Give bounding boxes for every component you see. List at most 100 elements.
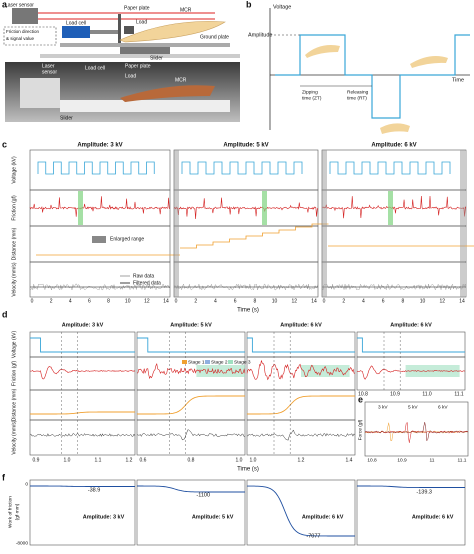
gray-band xyxy=(460,150,465,297)
value-label: -7077 xyxy=(306,533,320,539)
label: Laser sensor xyxy=(5,2,34,8)
value-label: -1100 xyxy=(196,492,210,498)
label: Slider xyxy=(150,55,163,61)
plot-frame xyxy=(321,261,467,298)
label: Load xyxy=(125,73,136,79)
x-tick-label: 4 xyxy=(362,298,365,304)
voltage-trace xyxy=(30,337,135,353)
panel-label: e xyxy=(358,394,363,404)
x-tick-label: 0 xyxy=(31,298,34,304)
plot-frame xyxy=(246,331,356,358)
x-tick-label: 10 xyxy=(125,298,131,304)
plot-frame xyxy=(29,261,171,298)
plot-frame xyxy=(321,225,467,263)
voltage-trace xyxy=(181,161,303,175)
base xyxy=(40,54,240,58)
friction-trace xyxy=(356,365,466,380)
plot-frame xyxy=(136,479,246,546)
voltage-trace xyxy=(37,161,155,175)
panel-title: Amplitude: 3 kV xyxy=(77,143,122,149)
label: Ground plate xyxy=(200,34,229,40)
label: Filtered data xyxy=(133,280,161,286)
label: Load cell xyxy=(66,20,86,26)
value-label: -38.9 xyxy=(88,487,101,493)
x-tick-label: 12 xyxy=(144,298,150,304)
y-label: Work of friction xyxy=(7,496,13,528)
label: MCR xyxy=(180,7,192,13)
plot-frame xyxy=(356,331,466,358)
x-tick-label: 2 xyxy=(194,298,197,304)
x-tick-label: 6 xyxy=(234,298,237,304)
label: Laser xyxy=(42,63,55,69)
panel-label: c xyxy=(2,139,7,149)
x-tick-label: 0 xyxy=(323,298,326,304)
legend-swatch xyxy=(228,360,233,364)
label: 3 kV xyxy=(378,404,388,410)
plot-frame xyxy=(364,401,469,457)
highlight xyxy=(388,191,393,225)
x-tick-label: 1.2 xyxy=(126,457,133,463)
mcr-icon xyxy=(410,56,448,68)
schematic xyxy=(3,8,240,122)
label: Load cell xyxy=(85,65,105,71)
x-label: Time (s) xyxy=(237,467,259,473)
label: time (RT) xyxy=(347,95,367,101)
x-tick-label: 10.9 xyxy=(390,391,400,397)
velocity-trace xyxy=(29,433,136,438)
friction-trace xyxy=(29,365,136,380)
x-tick-label: 0.8 xyxy=(188,457,195,463)
slider-block xyxy=(120,47,170,54)
x-tick-label: 10 xyxy=(272,298,278,304)
x-tick-label: 10.8 xyxy=(367,457,377,463)
y-label: Velocity (mm/s) xyxy=(11,262,17,297)
gray-band xyxy=(174,150,179,297)
photo-sensor xyxy=(20,78,60,108)
y-label: Force (gf) xyxy=(357,419,363,440)
x-tick-label: 8 xyxy=(107,298,110,304)
y-label: Velocity (mm/s) xyxy=(11,420,17,455)
legend-swatch xyxy=(182,360,187,364)
mcr-icon xyxy=(305,45,340,58)
plot-frame xyxy=(356,356,466,391)
panel-b-drawing xyxy=(269,8,470,134)
x-tick-label: 14 xyxy=(459,298,465,304)
panel-label: d xyxy=(2,309,8,319)
x-tick-label: 8 xyxy=(253,298,256,304)
x-tick-label: 11.1 xyxy=(458,457,467,463)
panel-title: Amplitude: 3 kV xyxy=(83,514,125,520)
label: Stage 3 xyxy=(234,359,251,365)
x-tick-label: 2 xyxy=(342,298,345,304)
panel-title: Amplitude: 5 kV xyxy=(192,514,234,520)
label: MCR xyxy=(175,77,187,83)
plot-frame xyxy=(29,225,171,263)
load-cell xyxy=(62,26,90,38)
label: time (ZT) xyxy=(302,95,322,101)
friction-trace xyxy=(29,196,171,217)
panel-title: Amplitude: 6 kV xyxy=(302,514,344,520)
plot-frame xyxy=(246,389,356,421)
y-label: (gf·mm) xyxy=(14,503,20,520)
x-tick-label: 14 xyxy=(311,298,317,304)
plot-frame xyxy=(246,419,356,456)
friction-trace xyxy=(321,196,467,219)
voltage-trace xyxy=(137,337,245,353)
photo-mcr xyxy=(120,85,215,102)
label: Load xyxy=(136,19,147,25)
label: Enlarged range xyxy=(110,236,144,242)
x-tick-label: 1.1 xyxy=(95,457,102,463)
x-tick-label: 14 xyxy=(163,298,169,304)
y-label: Friction (gf) xyxy=(11,361,17,387)
x-tick-label: 11.0 xyxy=(422,391,432,397)
photo-rail xyxy=(60,100,230,112)
label: Releasing xyxy=(347,89,369,95)
y-label: Voltage (kV) xyxy=(11,156,17,184)
label: Raw data xyxy=(133,273,154,279)
panel-title: Amplitude: 5 kV xyxy=(170,322,212,328)
gray-band xyxy=(322,150,327,297)
velocity-raw xyxy=(29,283,171,291)
x-tick-label: 11.1 xyxy=(454,391,464,397)
panel-title: Amplitude: 3 kV xyxy=(62,322,104,328)
x-tick-label: 1.2 xyxy=(298,457,305,463)
work-trace xyxy=(246,485,355,537)
